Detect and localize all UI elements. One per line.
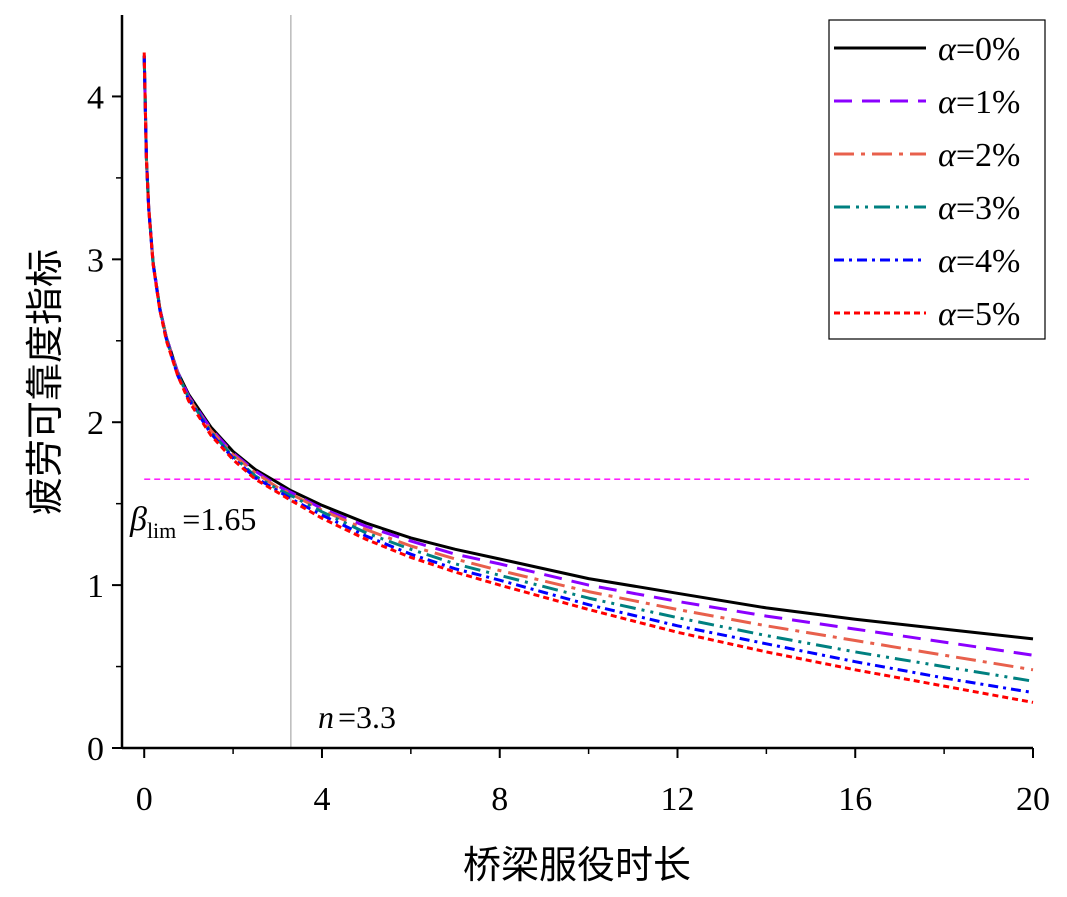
x-axis-title: 桥梁服役时长	[463, 843, 691, 887]
beta-value: =1.65	[182, 501, 256, 537]
legend: α=0% α=1% α=2% α=3% α=4% α=5%	[828, 19, 1046, 340]
legend-label: α=2%	[938, 137, 1020, 174]
series-line	[142, 55, 1034, 657]
legend-label: α=3%	[938, 190, 1020, 227]
y-tick-label: 2	[87, 405, 104, 442]
series-layer	[142, 52, 1034, 704]
legend-label: α=0%	[938, 31, 1020, 68]
legend-box	[828, 19, 1046, 340]
x-tick-label: 0	[136, 781, 153, 818]
n-symbol: n	[318, 699, 334, 735]
x-tick-label: 16	[838, 781, 872, 818]
series-line	[142, 52, 1034, 704]
reference-lines	[144, 15, 1029, 748]
legend-label: α=4%	[938, 243, 1020, 280]
beta-subscript: lim	[147, 518, 176, 543]
y-tick-label: 4	[87, 79, 104, 116]
n-value: =3.3	[338, 699, 396, 735]
n-annotation: n =3.3	[318, 699, 396, 735]
beta-symbol: β	[129, 501, 147, 538]
y-tick-label: 1	[87, 568, 104, 605]
x-tick-label: 4	[313, 781, 330, 818]
beta-lim-annotation: βlim =1.65	[129, 501, 256, 543]
x-tick-label: 8	[491, 781, 508, 818]
y-axis-title: 疲劳可靠度指标	[23, 249, 67, 515]
legend-label: α=5%	[938, 296, 1020, 333]
y-tick-label: 3	[87, 242, 104, 279]
legend-label: α=1%	[938, 84, 1020, 121]
x-tick-label: 20	[1016, 781, 1050, 818]
y-tick-label: 0	[87, 731, 104, 768]
x-tick-label: 12	[660, 781, 694, 818]
